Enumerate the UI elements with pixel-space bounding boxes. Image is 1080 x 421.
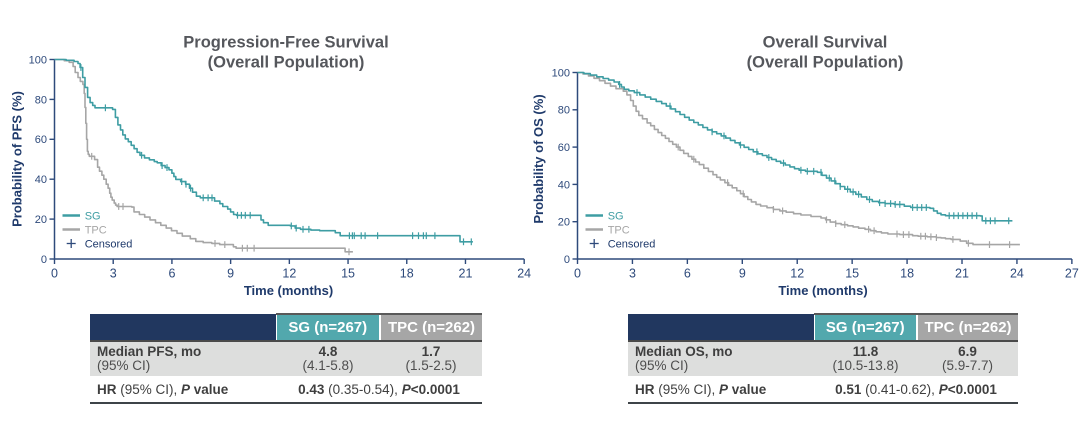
- svg-text:Overall Survival: Overall Survival: [763, 34, 888, 52]
- svg-text:6: 6: [168, 267, 175, 281]
- svg-text:SG: SG: [85, 211, 101, 223]
- svg-text:9: 9: [739, 267, 746, 281]
- svg-text:Censored: Censored: [85, 239, 133, 251]
- svg-text:Probability of PFS (%): Probability of PFS (%): [10, 91, 25, 227]
- svg-text:Time (months): Time (months): [778, 283, 867, 298]
- svg-text:80: 80: [558, 105, 570, 117]
- svg-text:60: 60: [558, 142, 570, 154]
- svg-text:18: 18: [400, 267, 414, 281]
- svg-text:21: 21: [955, 267, 969, 281]
- svg-text:24: 24: [1010, 267, 1024, 281]
- svg-text:Censored: Censored: [608, 239, 656, 251]
- svg-text:100: 100: [29, 54, 47, 66]
- svg-text:24: 24: [517, 267, 531, 281]
- svg-text:9: 9: [227, 267, 234, 281]
- svg-text:60: 60: [35, 134, 47, 146]
- svg-text:3: 3: [629, 267, 636, 281]
- svg-text:0: 0: [41, 254, 47, 266]
- svg-text:21: 21: [459, 267, 473, 281]
- svg-text:3: 3: [110, 267, 117, 281]
- svg-text:0: 0: [564, 254, 570, 266]
- svg-text:0: 0: [574, 267, 581, 281]
- svg-text:12: 12: [790, 267, 804, 281]
- svg-text:SG: SG: [608, 211, 624, 223]
- svg-text:0: 0: [51, 267, 58, 281]
- svg-text:(Overall Population): (Overall Population): [208, 54, 365, 72]
- svg-text:Time (months): Time (months): [244, 283, 333, 298]
- svg-text:80: 80: [35, 94, 47, 106]
- svg-text:20: 20: [558, 217, 570, 229]
- svg-text:TPC: TPC: [608, 225, 630, 237]
- svg-text:40: 40: [558, 179, 570, 191]
- svg-text:20: 20: [35, 214, 47, 226]
- svg-text:12: 12: [282, 267, 296, 281]
- svg-text:40: 40: [35, 174, 47, 186]
- svg-text:TPC: TPC: [85, 225, 107, 237]
- svg-text:18: 18: [900, 267, 914, 281]
- svg-text:6: 6: [684, 267, 691, 281]
- svg-text:27: 27: [1065, 267, 1079, 281]
- svg-text:Progression-Free Survival: Progression-Free Survival: [183, 34, 388, 52]
- svg-text:(Overall Population): (Overall Population): [747, 54, 904, 72]
- svg-text:Probability of OS (%): Probability of OS (%): [531, 94, 546, 223]
- svg-text:15: 15: [341, 267, 355, 281]
- svg-text:15: 15: [845, 267, 859, 281]
- svg-text:100: 100: [552, 67, 570, 79]
